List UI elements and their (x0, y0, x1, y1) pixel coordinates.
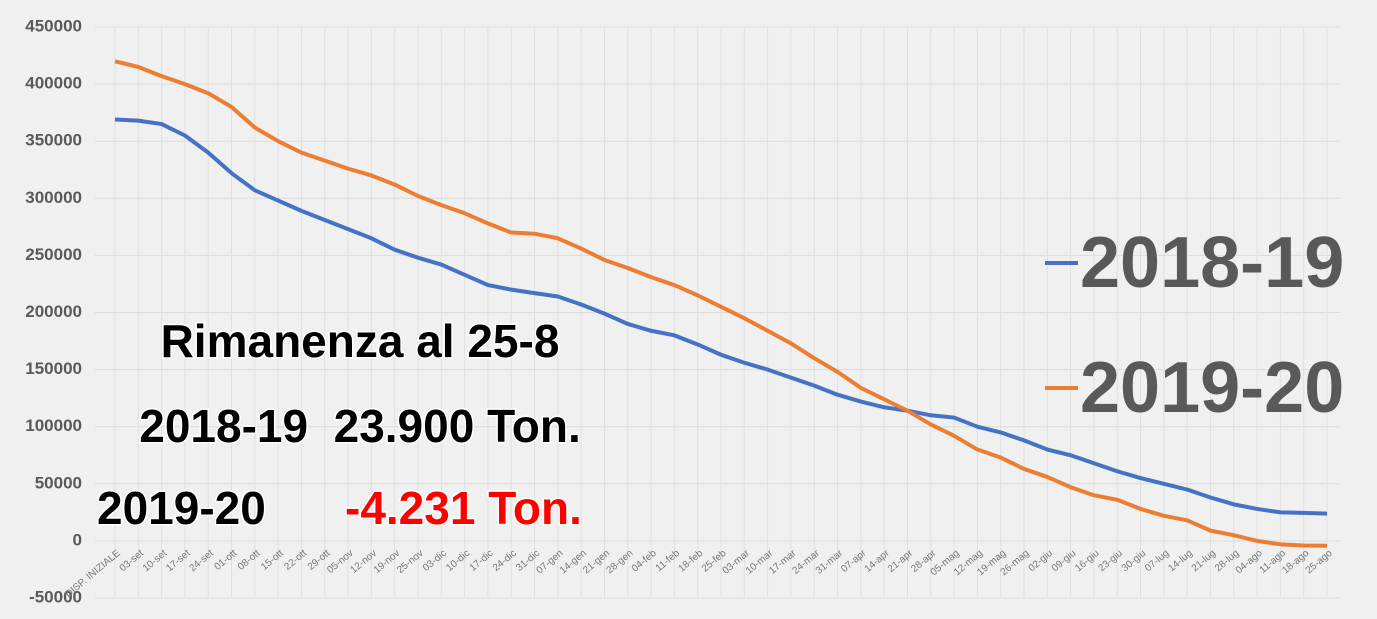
x-tick-label: 25-ago (1304, 548, 1335, 577)
series-line (114, 117, 1328, 516)
x-tick-label: 22-ott (282, 548, 309, 573)
y-tick-label: 50000 (35, 473, 82, 492)
x-tick-label: DISP. INIZIALE (63, 548, 123, 600)
x-tick-label: 21-lug (1190, 548, 1218, 574)
y-tick-label: 150000 (25, 359, 82, 378)
x-tick-label: 17-dic (468, 548, 496, 574)
x-tick-label: 10-set (141, 548, 170, 574)
x-tick-label: 14-apr (863, 547, 893, 574)
x-tick-label: 07-apr (839, 547, 869, 574)
x-tick-label: 09-giu (1050, 548, 1078, 574)
x-tick-label: 24-set (187, 548, 216, 574)
annotation: -4.231 Ton. (345, 482, 582, 534)
y-tick-label: 200000 (25, 302, 82, 321)
x-tick-label: 23-giu (1096, 548, 1124, 574)
y-tick-label: 400000 (25, 74, 82, 93)
series-line (114, 59, 1328, 548)
y-tick-label: 0 (73, 530, 82, 549)
x-tick-label: 17-set (164, 548, 193, 574)
y-tick-label: 100000 (25, 416, 82, 435)
x-tick-label: 24-dic (491, 548, 519, 574)
x-tick-label: 14-lug (1166, 548, 1194, 574)
legend-label: 2018-19 (1080, 223, 1344, 303)
x-tick-label: 03-set (118, 548, 147, 574)
y-tick-label: 450000 (25, 16, 82, 35)
x-tick-label: 10-dic (444, 548, 472, 574)
x-tick-label: 08-ott (236, 548, 263, 573)
annotation: Rimanenza al 25-8 (161, 315, 560, 367)
x-tick-label: 02-giu (1027, 548, 1055, 574)
y-tick-label: 250000 (25, 245, 82, 264)
x-tick-label: 28-gen (604, 548, 635, 576)
x-tick-label: 18-feb (677, 548, 706, 575)
y-tick-label: -50000 (29, 587, 82, 606)
x-tick-label: 16-giu (1073, 548, 1101, 574)
annotation: 2019-20 (97, 482, 266, 534)
annotation: 2018-19 23.900 Ton. (139, 400, 581, 452)
x-tick-label: 21-apr (886, 547, 916, 574)
x-tick-label: 01-ott (212, 548, 239, 573)
legend-label: 2019-20 (1080, 348, 1344, 428)
x-tick-label: 04-feb (630, 548, 659, 575)
x-tick-label: 25-nov (395, 548, 425, 576)
y-tick-label: 300000 (25, 188, 82, 207)
x-tick-label: 11-feb (654, 548, 683, 574)
x-tick-label: 03-dic (421, 548, 449, 574)
x-tick-label: 30-giu (1120, 548, 1148, 574)
x-tick-label: 15-ott (259, 548, 286, 573)
y-tick-label: 350000 (25, 131, 82, 150)
x-tick-label: 07-lug (1143, 548, 1171, 574)
x-tick-label: 31-mar (814, 547, 846, 576)
